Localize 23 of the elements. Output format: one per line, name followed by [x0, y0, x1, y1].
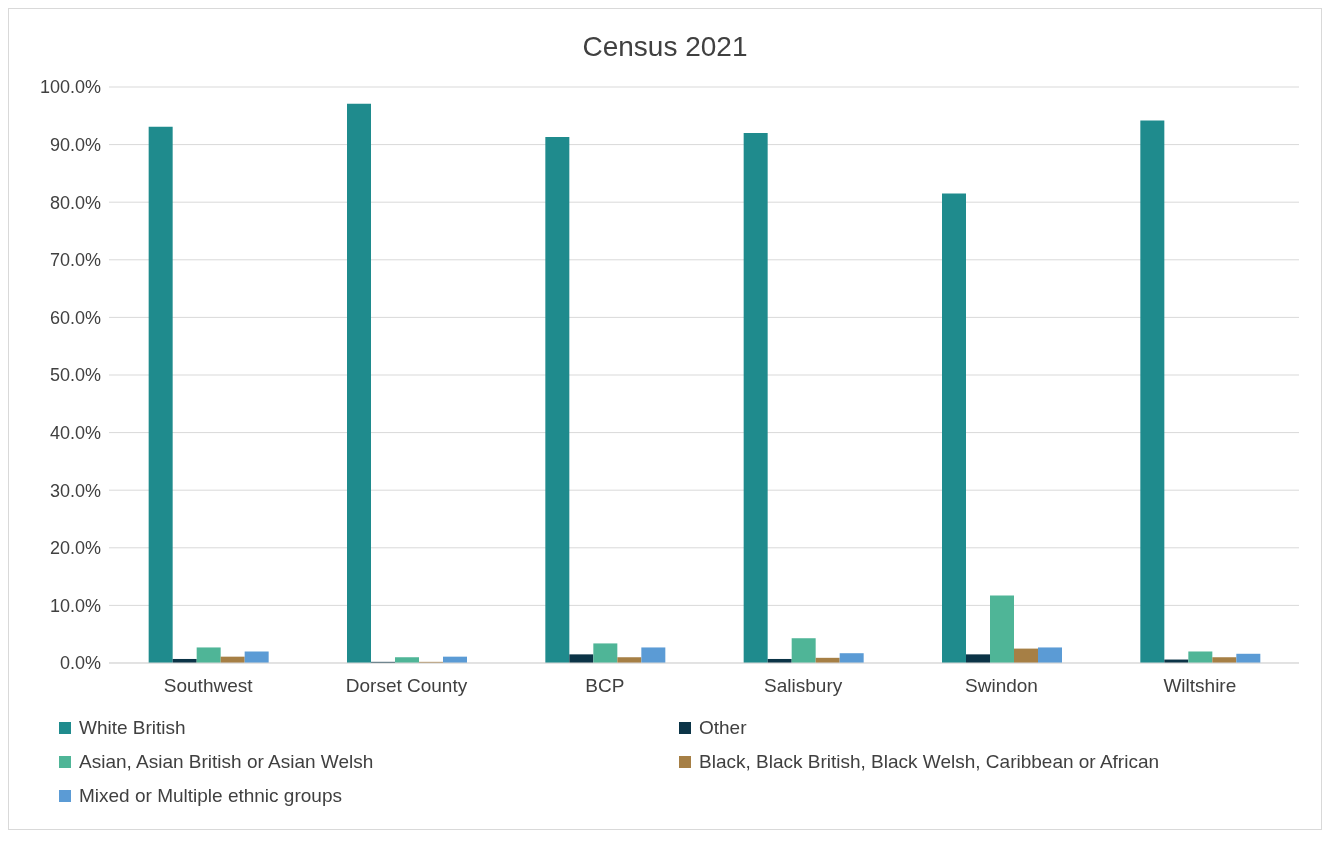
legend-label: Other [699, 717, 747, 739]
y-tick-label: 100.0% [39, 77, 101, 98]
x-tick-label: Salisbury [764, 675, 843, 697]
x-tick-label: Dorset County [345, 675, 468, 697]
y-tick-label: 0.0% [59, 653, 101, 674]
y-tick-label: 60.0% [49, 307, 101, 328]
chart-title: Census 2021 [581, 30, 749, 64]
legend-label: Black, Black British, Black Welsh, Caribbean or African [699, 751, 1160, 773]
legend-label: Asian, Asian British or Asian Welsh [79, 751, 374, 773]
y-tick-label: 30.0% [49, 480, 101, 501]
y-tick-label: 40.0% [49, 422, 101, 443]
x-tick-label: Swindon [965, 675, 1038, 697]
x-tick-label: Southwest [163, 675, 254, 697]
y-tick-label: 50.0% [49, 365, 101, 386]
y-tick-label: 80.0% [49, 192, 101, 213]
legend-label: White British [79, 717, 186, 739]
y-tick-label: 90.0% [49, 134, 101, 155]
y-tick-label: 10.0% [49, 595, 101, 616]
y-tick-label: 20.0% [49, 538, 101, 559]
x-tick-label: Wiltshire [1163, 675, 1237, 697]
x-tick-label: BCP [585, 675, 625, 697]
legend-label: Mixed or Multiple ethnic groups [79, 785, 342, 807]
y-tick-label: 70.0% [49, 250, 101, 271]
